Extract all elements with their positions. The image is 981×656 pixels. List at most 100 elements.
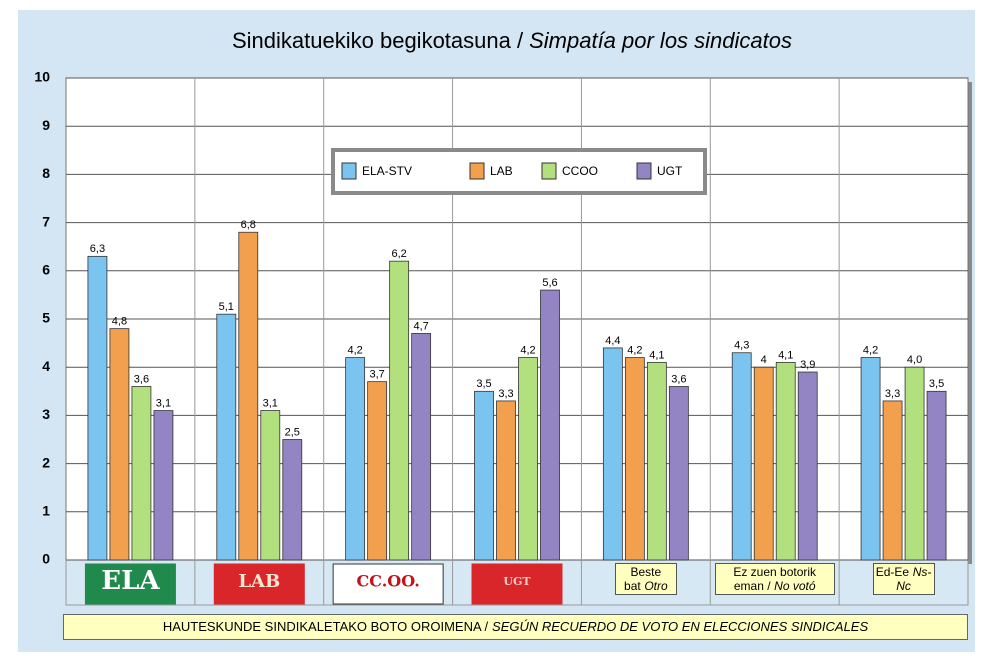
value-label: 3,1 — [263, 397, 278, 409]
bar — [216, 313, 237, 561]
category-basque: Beste bat — [624, 565, 662, 593]
bar — [474, 390, 494, 561]
value-label: 2,5 — [285, 426, 300, 438]
value-label: 3,3 — [885, 388, 900, 400]
legend-label: CCOO — [562, 164, 598, 178]
value-label: 3,6 — [671, 373, 686, 385]
value-label: 3,9 — [800, 359, 815, 371]
legend-swatch — [341, 162, 357, 180]
bar — [797, 371, 818, 561]
y-tick-label: 4 — [42, 358, 50, 374]
footer: HAUTESKUNDE SINDIKALETAKO BOTO OROIMENA … — [63, 614, 968, 640]
y-tick-label: 0 — [42, 551, 50, 567]
bar — [131, 386, 152, 561]
bar — [496, 400, 516, 561]
category-spanish: Otro — [644, 579, 668, 593]
y-tick-label: 9 — [42, 117, 50, 133]
logo-box — [471, 563, 563, 605]
value-label: 4,0 — [907, 354, 922, 366]
bar — [345, 357, 366, 561]
value-label: 4,2 — [863, 344, 878, 356]
title-basque: Sindikatuekiko begikotasuna / — [232, 28, 524, 53]
x-tick-label: CC.OO. — [357, 572, 420, 591]
bar — [518, 357, 538, 561]
legend-swatch — [469, 162, 485, 180]
value-label: 4,3 — [734, 340, 749, 352]
bar — [411, 333, 432, 561]
legend-label: ELA-STV — [362, 164, 412, 178]
bar — [153, 410, 174, 561]
value-label: 4,8 — [112, 316, 127, 328]
x-tick-label: Beste bat Otro — [614, 563, 677, 595]
value-label: 6,3 — [90, 243, 105, 255]
value-label: 3,7 — [369, 369, 384, 381]
bar — [731, 352, 752, 561]
legend-swatch — [636, 162, 652, 180]
value-label: 3,5 — [476, 378, 491, 390]
logo-box — [84, 563, 176, 605]
y-tick-label: 6 — [42, 262, 50, 278]
bar — [109, 328, 130, 561]
y-tick-label: 7 — [42, 213, 50, 229]
bar — [668, 386, 689, 561]
value-label: 4 — [761, 354, 767, 366]
legend: ELA-STV LAB CCOO UGT — [331, 148, 707, 195]
logo: ELA — [84, 563, 176, 605]
logo-box — [332, 563, 444, 605]
y-tick-label: 3 — [42, 406, 50, 422]
value-label: 6,8 — [241, 219, 256, 231]
legend-swatch — [541, 162, 557, 180]
category-basque: Ed-Ee — [875, 565, 910, 579]
bar — [540, 289, 560, 561]
bar — [282, 439, 303, 561]
bar — [602, 347, 623, 561]
value-label: 6,2 — [391, 248, 406, 260]
category-basque: Ez zuen botorik eman / — [733, 565, 817, 593]
bar — [624, 357, 645, 561]
value-label: 4,1 — [778, 349, 793, 361]
value-label: 4,7 — [413, 320, 428, 332]
x-tick-label: LAB — [238, 571, 280, 592]
value-label: 4,1 — [649, 349, 664, 361]
category-spanish: Ns-Nc — [896, 565, 932, 593]
bar — [367, 381, 388, 561]
value-label: 5,1 — [219, 301, 234, 313]
y-tick-label: 2 — [42, 454, 50, 470]
title-spanish: Simpatía por los sindicatos — [529, 28, 792, 53]
value-label: 4,2 — [347, 344, 362, 356]
y-tick-label: 5 — [42, 310, 50, 326]
bar — [860, 357, 881, 561]
x-tick-label: Ed-Ee Ns-Nc — [872, 563, 935, 595]
x-tick-label: UGT — [503, 575, 531, 588]
legend-label: LAB — [490, 164, 513, 178]
bar — [389, 260, 410, 561]
footer-basque: HAUTESKUNDE SINDIKALETAKO BOTO OROIMENA … — [162, 619, 489, 634]
bar — [753, 366, 774, 561]
category-spanish: No votó — [774, 579, 816, 593]
value-label: 4,4 — [605, 335, 620, 347]
value-label: 4,2 — [520, 344, 535, 356]
y-tick-label: 8 — [42, 165, 50, 181]
logo: UGT — [471, 563, 563, 605]
bar — [904, 366, 925, 561]
logo: LAB — [213, 563, 305, 605]
bar — [87, 255, 108, 561]
x-tick-label: Ez zuen botorik eman / No votó — [714, 563, 835, 595]
bar — [775, 361, 796, 561]
value-label: 4,2 — [627, 344, 642, 356]
bar — [646, 361, 667, 561]
bar — [238, 231, 259, 561]
chart-title: Sindikatuekiko begikotasuna / Simpatía po… — [232, 28, 792, 53]
logo-box — [213, 563, 305, 605]
legend-label: UGT — [657, 164, 683, 178]
bar — [926, 390, 947, 561]
value-label: 3,3 — [498, 388, 513, 400]
y-tick-label: 1 — [42, 503, 50, 519]
bar — [882, 400, 903, 561]
x-tick-label: ELA — [101, 566, 160, 596]
footer-spanish: SEGÚN RECUERDO DE VOTO EN ELECCIONES SIN… — [492, 619, 869, 634]
value-label: 3,1 — [156, 397, 171, 409]
value-label: 3,5 — [929, 378, 944, 390]
